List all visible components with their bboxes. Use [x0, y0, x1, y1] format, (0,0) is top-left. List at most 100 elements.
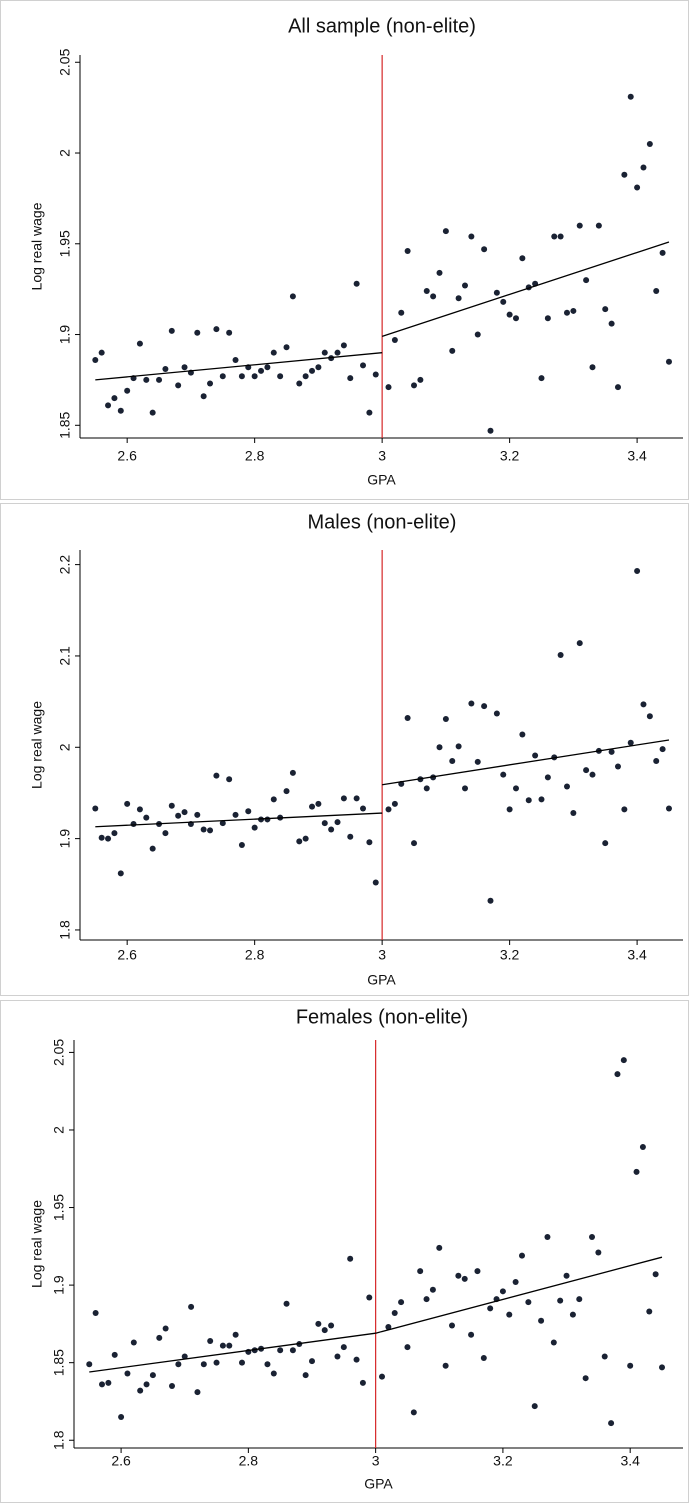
data-point — [277, 373, 284, 380]
data-point — [258, 367, 265, 374]
y-tick-label: 2 — [57, 743, 73, 751]
data-point — [143, 376, 150, 383]
data-point — [156, 376, 163, 383]
data-point — [608, 320, 615, 327]
data-point — [238, 373, 245, 380]
data-point — [232, 356, 239, 363]
data-point — [200, 393, 207, 400]
data-point — [557, 1297, 564, 1304]
data-point — [525, 797, 532, 804]
panel: Females (non-elite) 1.8 1.85 1.9 1.95 2 2.05 2.… — [0, 1000, 689, 1503]
data-point — [646, 1308, 653, 1315]
data-point — [239, 1359, 245, 1366]
data-point — [232, 1331, 239, 1338]
data-point — [283, 1300, 290, 1307]
data-point — [493, 289, 500, 296]
data-point — [634, 568, 641, 575]
x-tick-label: 3 — [378, 947, 386, 963]
data-point — [283, 788, 290, 795]
data-point — [563, 1272, 570, 1279]
data-point — [238, 842, 245, 849]
data-point — [251, 824, 258, 831]
data-point — [136, 340, 143, 347]
y-tick-label: 2.1 — [57, 646, 73, 666]
data-point — [462, 282, 469, 289]
data-point — [627, 739, 634, 746]
data-point — [659, 249, 666, 256]
data-point — [200, 1361, 207, 1368]
data-point — [595, 1249, 602, 1256]
data-point — [289, 769, 296, 776]
data-point — [538, 375, 545, 382]
data-point — [461, 1275, 468, 1282]
data-point — [519, 731, 526, 738]
data-point — [340, 795, 347, 802]
chart-title: Males (non-elite) — [308, 511, 457, 533]
data-point — [570, 307, 577, 314]
data-point — [111, 830, 118, 837]
data-point — [570, 810, 577, 817]
data-point — [194, 811, 201, 818]
panel-frame — [0, 1000, 689, 1503]
data-point — [646, 713, 653, 720]
data-point — [653, 287, 660, 294]
data-point — [595, 222, 602, 229]
data-point — [296, 380, 303, 387]
data-point — [270, 1370, 277, 1377]
data-point — [105, 402, 112, 409]
data-point — [569, 1311, 576, 1318]
data-point — [353, 1356, 360, 1363]
data-point — [315, 800, 322, 807]
data-point — [455, 743, 462, 750]
data-point — [487, 897, 494, 904]
data-point — [474, 1268, 481, 1275]
data-point — [143, 814, 150, 821]
data-point — [385, 384, 392, 391]
data-point — [608, 1420, 615, 1427]
data-point — [309, 1358, 315, 1365]
data-point — [665, 805, 672, 812]
data-point — [321, 820, 328, 827]
data-point — [296, 838, 303, 845]
x-axis-label: GPA — [367, 972, 396, 988]
y-tick-label: 1.9 — [57, 829, 73, 849]
data-point — [429, 1286, 436, 1293]
data-point — [283, 344, 290, 351]
data-point — [340, 1344, 347, 1351]
x-tick-label: 2.6 — [117, 448, 137, 464]
x-axis-label: GPA — [367, 472, 396, 488]
data-point — [646, 140, 653, 147]
data-point — [207, 1337, 214, 1344]
data-point — [468, 700, 475, 707]
x-tick-label: 3.4 — [627, 947, 647, 963]
data-point — [315, 364, 322, 371]
data-point — [289, 293, 296, 300]
data-point — [557, 233, 564, 240]
fit-line — [375, 1256, 663, 1334]
data-point — [175, 382, 182, 389]
y-tick-label: 2 — [51, 1126, 67, 1134]
data-point — [499, 1288, 506, 1295]
data-point — [538, 1317, 545, 1324]
y-axis-label: Log real wage — [29, 202, 45, 290]
data-point — [608, 748, 615, 755]
data-point — [532, 752, 539, 759]
data-point — [442, 228, 449, 235]
data-point — [442, 1362, 449, 1369]
data-point — [219, 373, 226, 380]
data-point — [506, 806, 513, 813]
data-point — [302, 373, 309, 380]
data-point — [531, 1403, 538, 1410]
data-point — [589, 1234, 595, 1241]
data-point — [105, 835, 112, 842]
data-point — [391, 336, 398, 343]
data-point — [111, 395, 118, 402]
data-point — [506, 311, 513, 318]
data-point — [277, 1347, 284, 1354]
data-point — [436, 744, 443, 751]
data-point — [124, 387, 131, 394]
data-point — [614, 384, 621, 391]
data-point — [621, 171, 628, 178]
data-point — [385, 1323, 392, 1330]
data-point — [162, 366, 169, 373]
